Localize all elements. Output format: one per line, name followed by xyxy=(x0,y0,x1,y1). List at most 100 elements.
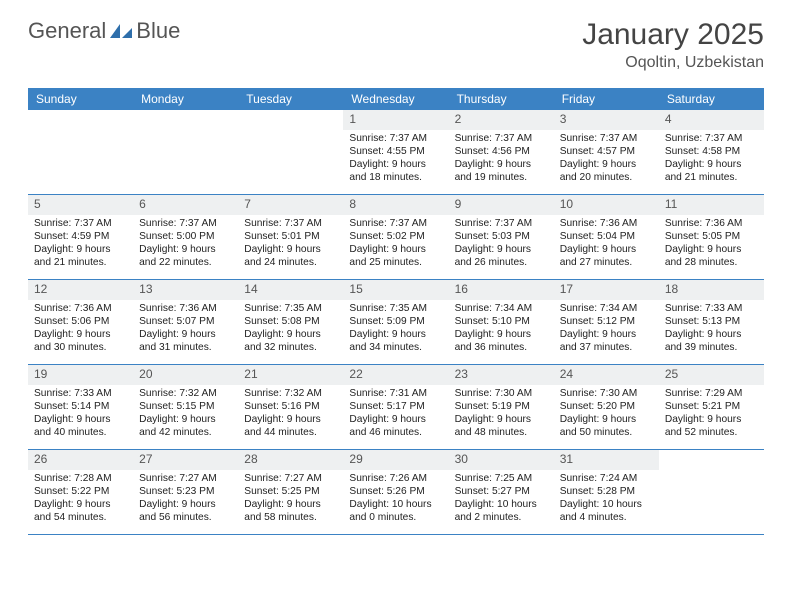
sun-line: Sunset: 5:23 PM xyxy=(139,485,232,498)
sun-line: Daylight: 9 hours and 44 minutes. xyxy=(244,413,337,440)
day-body: Sunrise: 7:32 AMSunset: 5:16 PMDaylight:… xyxy=(238,385,343,444)
sun-line: Sunrise: 7:30 AM xyxy=(560,387,653,400)
sun-line: Daylight: 9 hours and 22 minutes. xyxy=(139,243,232,270)
sun-line: Sunrise: 7:36 AM xyxy=(665,217,758,230)
sun-line: Sunset: 5:04 PM xyxy=(560,230,653,243)
day-header: Monday xyxy=(133,88,238,110)
day-cell: 27Sunrise: 7:27 AMSunset: 5:23 PMDayligh… xyxy=(133,450,238,534)
day-cell: 14Sunrise: 7:35 AMSunset: 5:08 PMDayligh… xyxy=(238,280,343,364)
sun-line: Sunset: 5:21 PM xyxy=(665,400,758,413)
day-body: Sunrise: 7:28 AMSunset: 5:22 PMDaylight:… xyxy=(28,470,133,529)
day-cell xyxy=(238,110,343,194)
sun-line: Daylight: 9 hours and 58 minutes. xyxy=(244,498,337,525)
day-header: Sunday xyxy=(28,88,133,110)
day-body: Sunrise: 7:37 AMSunset: 5:03 PMDaylight:… xyxy=(449,215,554,274)
sun-line: Sunrise: 7:35 AM xyxy=(244,302,337,315)
week-row: 12Sunrise: 7:36 AMSunset: 5:06 PMDayligh… xyxy=(28,280,764,365)
day-number: 23 xyxy=(449,365,554,385)
sail-icon xyxy=(108,22,134,40)
day-number: 29 xyxy=(343,450,448,470)
day-body: Sunrise: 7:31 AMSunset: 5:17 PMDaylight:… xyxy=(343,385,448,444)
sun-line: Sunrise: 7:33 AM xyxy=(665,302,758,315)
day-number xyxy=(659,450,764,470)
sun-line: Daylight: 9 hours and 28 minutes. xyxy=(665,243,758,270)
sun-line: Daylight: 9 hours and 20 minutes. xyxy=(560,158,653,185)
logo: General Blue xyxy=(28,18,180,44)
day-body: Sunrise: 7:36 AMSunset: 5:05 PMDaylight:… xyxy=(659,215,764,274)
sun-line: Daylight: 9 hours and 32 minutes. xyxy=(244,328,337,355)
sun-line: Sunset: 5:26 PM xyxy=(349,485,442,498)
day-body xyxy=(28,130,133,136)
sun-line: Daylight: 9 hours and 27 minutes. xyxy=(560,243,653,270)
sun-line: Daylight: 9 hours and 18 minutes. xyxy=(349,158,442,185)
sun-line: Sunrise: 7:32 AM xyxy=(139,387,232,400)
sun-line: Daylight: 9 hours and 39 minutes. xyxy=(665,328,758,355)
sun-line: Daylight: 9 hours and 46 minutes. xyxy=(349,413,442,440)
sun-line: Daylight: 9 hours and 19 minutes. xyxy=(455,158,548,185)
sun-line: Sunrise: 7:36 AM xyxy=(139,302,232,315)
day-number: 3 xyxy=(554,110,659,130)
sun-line: Daylight: 9 hours and 40 minutes. xyxy=(34,413,127,440)
header: General Blue January 2025 Oqoltin, Uzbek… xyxy=(28,18,764,72)
sun-line: Sunrise: 7:32 AM xyxy=(244,387,337,400)
sun-line: Daylight: 9 hours and 56 minutes. xyxy=(139,498,232,525)
day-number: 9 xyxy=(449,195,554,215)
sun-line: Sunset: 4:56 PM xyxy=(455,145,548,158)
day-cell xyxy=(133,110,238,194)
day-body: Sunrise: 7:35 AMSunset: 5:09 PMDaylight:… xyxy=(343,300,448,359)
sun-line: Sunset: 5:25 PM xyxy=(244,485,337,498)
day-cell: 21Sunrise: 7:32 AMSunset: 5:16 PMDayligh… xyxy=(238,365,343,449)
day-header-row: Sunday Monday Tuesday Wednesday Thursday… xyxy=(28,88,764,110)
day-number: 12 xyxy=(28,280,133,300)
day-number: 17 xyxy=(554,280,659,300)
day-body: Sunrise: 7:30 AMSunset: 5:20 PMDaylight:… xyxy=(554,385,659,444)
day-cell: 11Sunrise: 7:36 AMSunset: 5:05 PMDayligh… xyxy=(659,195,764,279)
day-body: Sunrise: 7:33 AMSunset: 5:13 PMDaylight:… xyxy=(659,300,764,359)
day-cell: 24Sunrise: 7:30 AMSunset: 5:20 PMDayligh… xyxy=(554,365,659,449)
sun-line: Daylight: 9 hours and 37 minutes. xyxy=(560,328,653,355)
day-number: 7 xyxy=(238,195,343,215)
day-cell: 9Sunrise: 7:37 AMSunset: 5:03 PMDaylight… xyxy=(449,195,554,279)
day-number: 18 xyxy=(659,280,764,300)
sun-line: Sunset: 5:00 PM xyxy=(139,230,232,243)
day-cell: 2Sunrise: 7:37 AMSunset: 4:56 PMDaylight… xyxy=(449,110,554,194)
sun-line: Sunrise: 7:36 AM xyxy=(560,217,653,230)
day-cell: 29Sunrise: 7:26 AMSunset: 5:26 PMDayligh… xyxy=(343,450,448,534)
day-cell: 30Sunrise: 7:25 AMSunset: 5:27 PMDayligh… xyxy=(449,450,554,534)
day-body: Sunrise: 7:25 AMSunset: 5:27 PMDaylight:… xyxy=(449,470,554,529)
day-number: 24 xyxy=(554,365,659,385)
sun-line: Sunset: 5:01 PM xyxy=(244,230,337,243)
sun-line: Daylight: 9 hours and 34 minutes. xyxy=(349,328,442,355)
week-row: 19Sunrise: 7:33 AMSunset: 5:14 PMDayligh… xyxy=(28,365,764,450)
day-cell: 26Sunrise: 7:28 AMSunset: 5:22 PMDayligh… xyxy=(28,450,133,534)
day-number: 21 xyxy=(238,365,343,385)
day-header: Tuesday xyxy=(238,88,343,110)
sun-line: Sunrise: 7:26 AM xyxy=(349,472,442,485)
sun-line: Daylight: 9 hours and 26 minutes. xyxy=(455,243,548,270)
sun-line: Daylight: 9 hours and 54 minutes. xyxy=(34,498,127,525)
sun-line: Sunrise: 7:37 AM xyxy=(34,217,127,230)
page-title: January 2025 xyxy=(582,18,764,52)
sun-line: Sunrise: 7:34 AM xyxy=(560,302,653,315)
day-number: 20 xyxy=(133,365,238,385)
day-number: 26 xyxy=(28,450,133,470)
sun-line: Sunset: 5:06 PM xyxy=(34,315,127,328)
sun-line: Sunrise: 7:24 AM xyxy=(560,472,653,485)
sun-line: Sunset: 4:59 PM xyxy=(34,230,127,243)
sun-line: Sunrise: 7:29 AM xyxy=(665,387,758,400)
logo-text-1: General xyxy=(28,18,106,44)
sun-line: Daylight: 9 hours and 21 minutes. xyxy=(34,243,127,270)
sun-line: Sunset: 5:15 PM xyxy=(139,400,232,413)
day-header: Thursday xyxy=(449,88,554,110)
sun-line: Daylight: 9 hours and 42 minutes. xyxy=(139,413,232,440)
page: General Blue January 2025 Oqoltin, Uzbek… xyxy=(0,0,792,535)
day-body: Sunrise: 7:37 AMSunset: 5:01 PMDaylight:… xyxy=(238,215,343,274)
day-body: Sunrise: 7:37 AMSunset: 4:55 PMDaylight:… xyxy=(343,130,448,189)
day-cell xyxy=(659,450,764,534)
sun-line: Sunrise: 7:35 AM xyxy=(349,302,442,315)
day-body: Sunrise: 7:27 AMSunset: 5:25 PMDaylight:… xyxy=(238,470,343,529)
day-body: Sunrise: 7:24 AMSunset: 5:28 PMDaylight:… xyxy=(554,470,659,529)
sun-line: Sunrise: 7:37 AM xyxy=(349,217,442,230)
day-body: Sunrise: 7:36 AMSunset: 5:06 PMDaylight:… xyxy=(28,300,133,359)
week-row: 5Sunrise: 7:37 AMSunset: 4:59 PMDaylight… xyxy=(28,195,764,280)
